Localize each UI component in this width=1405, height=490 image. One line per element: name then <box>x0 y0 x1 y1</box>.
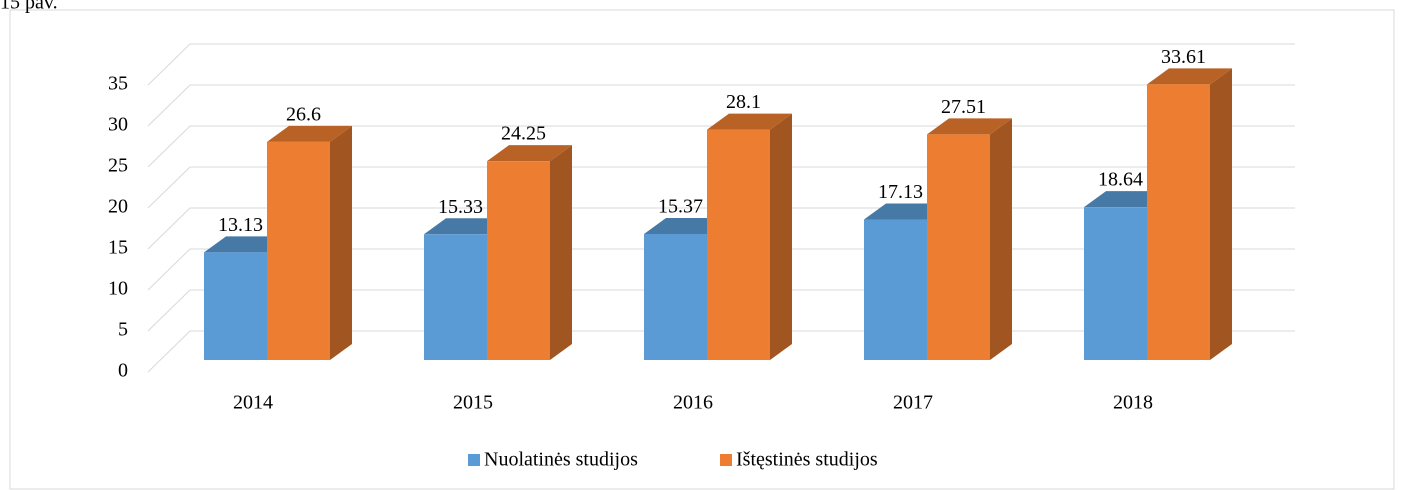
bar-top <box>487 145 572 162</box>
y-tick-label: 0 <box>118 360 128 382</box>
bar <box>267 141 330 360</box>
grid-line <box>147 207 191 250</box>
bar-side <box>770 113 792 360</box>
x-tick-label: 2018 <box>1113 392 1153 414</box>
bar-top <box>1147 68 1232 85</box>
y-tick-label: 20 <box>108 196 128 218</box>
data-label: 28.1 <box>726 91 761 113</box>
bar-top <box>707 113 792 130</box>
grid-line <box>147 84 191 127</box>
bar-top <box>927 118 1012 135</box>
y-tick-label: 35 <box>108 73 128 95</box>
x-tick-label: 2016 <box>673 392 713 414</box>
y-tick-label: 30 <box>108 114 128 136</box>
data-label: 15.33 <box>438 196 483 218</box>
bar-side <box>330 125 352 360</box>
bar <box>1147 84 1210 360</box>
grid-line <box>147 289 191 332</box>
legend-label: Nuolatinės studijos <box>484 449 638 471</box>
bar <box>927 134 990 360</box>
bar <box>424 234 487 360</box>
y-tick-label: 15 <box>108 237 128 259</box>
bar <box>1084 207 1147 360</box>
data-label: 24.25 <box>501 123 546 145</box>
legend-swatch <box>468 454 480 466</box>
bar-top <box>267 125 352 142</box>
x-tick-label: 2017 <box>893 392 933 414</box>
grid-line <box>147 166 191 209</box>
data-label: 26.6 <box>286 103 321 125</box>
bar <box>204 252 267 360</box>
legend-swatch <box>720 454 732 466</box>
grid-line <box>147 330 191 373</box>
y-tick-label: 5 <box>118 319 128 341</box>
data-label: 27.51 <box>941 96 986 118</box>
data-label: 18.64 <box>1098 169 1143 191</box>
bar-side <box>550 145 572 360</box>
x-tick-label: 2014 <box>233 392 273 414</box>
data-label: 15.37 <box>658 196 703 218</box>
x-tick-label: 2015 <box>453 392 493 414</box>
bar-side <box>1210 68 1232 360</box>
grid-line <box>147 43 191 86</box>
grid-line <box>147 248 191 291</box>
bar-side <box>990 118 1012 360</box>
data-label: 13.13 <box>218 214 263 236</box>
legend-label: Ištęstinės studijos <box>736 449 878 471</box>
grid-line <box>147 125 191 168</box>
y-tick-label: 25 <box>108 155 128 177</box>
data-label: 33.61 <box>1161 46 1206 68</box>
chart-caption: 15 pav. <box>0 0 58 14</box>
bar <box>644 233 707 360</box>
bar <box>487 161 550 360</box>
y-tick-label: 10 <box>108 278 128 300</box>
data-label: 17.13 <box>878 181 923 203</box>
bar <box>707 129 770 360</box>
bar <box>864 219 927 360</box>
